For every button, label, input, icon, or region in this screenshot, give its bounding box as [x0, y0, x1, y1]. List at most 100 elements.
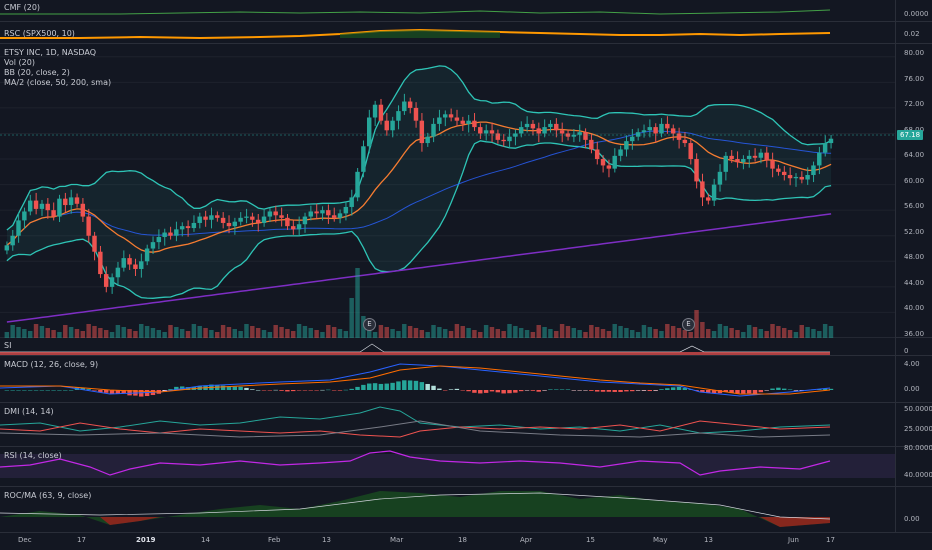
candle-body — [554, 123, 559, 131]
volume-bar — [518, 328, 524, 338]
rsc-pane[interactable]: RSC (SPX500, 10) 0.02 — [0, 22, 932, 44]
macd-hist-bar — [109, 390, 115, 394]
cmf-pane[interactable]: CMF (20) 0.0000 — [0, 0, 932, 22]
candle-body — [682, 139, 688, 144]
candle-body — [226, 222, 232, 227]
x-tick: 15 — [586, 536, 595, 544]
macd-hist-bar — [758, 390, 764, 393]
volume-bar — [665, 324, 670, 338]
volume-bar — [80, 331, 86, 338]
volume-bar — [676, 328, 682, 338]
candle-body — [518, 127, 524, 134]
candle-body — [583, 132, 588, 140]
candle-body — [787, 175, 793, 179]
price-chart[interactable] — [0, 44, 895, 338]
macd-hist-bar — [822, 388, 828, 390]
roc-tick: 0.00 — [904, 515, 920, 523]
macd-hist-bar — [226, 386, 232, 390]
volume-bar — [799, 325, 804, 338]
volume-bar — [127, 329, 132, 338]
candle-body — [115, 267, 121, 278]
volume-bar — [144, 326, 150, 338]
macd-pane[interactable]: MACD (12, 26, close, 9) 4.00 0.00 — [0, 356, 932, 403]
macd-hist-bar — [647, 390, 653, 392]
volume-bar — [51, 330, 56, 338]
si-pane[interactable]: SI 0 — [0, 338, 932, 356]
candle-body — [308, 211, 313, 217]
candle-body — [612, 155, 617, 169]
candle-body — [565, 133, 571, 137]
symbol-label[interactable]: ETSY INC, 1D, NASDAQ — [4, 48, 96, 57]
volume-bar — [179, 329, 185, 338]
candle-body — [191, 222, 197, 229]
volume-bar — [735, 330, 740, 338]
price-pane[interactable]: ETSY INC, 1D, NASDAQ Vol (20) BB (20, cl… — [0, 44, 932, 338]
macd-hist-bar — [442, 390, 448, 391]
price-tick: 76.00 — [904, 75, 925, 83]
macd-hist-bar — [232, 386, 238, 390]
volume-bar — [688, 332, 693, 338]
macd-axis[interactable]: 4.00 0.00 — [895, 356, 932, 402]
macd-hist-bar — [489, 390, 495, 392]
cmf-label: CMF (20) — [4, 3, 41, 12]
candle-body — [80, 203, 86, 217]
volume-bar — [396, 331, 401, 338]
macd-hist-bar — [478, 390, 483, 394]
candle-body — [255, 219, 261, 223]
rsi-pane[interactable]: RSI (14, close) 80.0000 40.0000 — [0, 444, 932, 487]
dmi-axis[interactable]: 50.0000 25.0000 — [895, 403, 932, 446]
volume-bar — [524, 330, 530, 338]
roc-pane[interactable]: ROC/MA (63, 9, close) 0.00 — [0, 487, 932, 533]
dmi-pane[interactable]: DMI (14, 14) 50.0000 25.0000 — [0, 403, 932, 447]
rsc-price-axis[interactable]: 0.02 — [895, 22, 932, 43]
volume-bar — [776, 326, 781, 338]
volume-bar — [554, 331, 559, 338]
earnings-marker[interactable]: E — [363, 318, 376, 331]
macd-hist-bar — [618, 390, 623, 392]
macd-histogram — [4, 380, 834, 397]
volume-bar — [244, 324, 249, 338]
macd-hist-bar — [285, 390, 290, 392]
candle-body — [764, 152, 769, 161]
volume-bar — [326, 325, 331, 338]
volume-bar — [4, 332, 10, 338]
candle-body — [232, 221, 238, 227]
volume-bar — [255, 328, 261, 338]
rsi-axis[interactable]: 80.0000 40.0000 — [895, 444, 932, 486]
candle-body — [127, 258, 132, 265]
volume-bar — [220, 325, 226, 338]
time-axis[interactable]: Dec 17 2019 14 Feb 13 Mar 18 Apr 15 May … — [0, 533, 932, 550]
candle-body — [279, 215, 284, 218]
volume-bar — [419, 330, 425, 338]
macd-hist-bar — [16, 390, 21, 391]
macd-hist-bar — [799, 390, 804, 391]
macd-plot — [0, 363, 834, 397]
si-axis[interactable]: 0 — [895, 338, 932, 355]
volume-bar — [197, 326, 202, 338]
candles — [4, 93, 834, 294]
cmf-price-axis[interactable]: 0.0000 — [895, 0, 932, 21]
volume-bar — [594, 327, 600, 338]
candle-body — [326, 210, 331, 216]
volume-bar — [612, 324, 617, 338]
macd-hist-bar — [103, 390, 109, 393]
macd-hist-bar — [594, 390, 600, 392]
overlay-label-vol[interactable]: Vol (20) — [4, 58, 35, 67]
candle-body — [589, 139, 594, 150]
overlay-label-bb[interactable]: BB (20, close, 2) — [4, 68, 70, 77]
overlay-label-ma[interactable]: MA/2 (close, 50, 200, sma) — [4, 78, 112, 87]
volume-bar — [641, 325, 647, 338]
candle-body — [337, 213, 343, 218]
volume-bar — [402, 324, 407, 338]
candle-body — [139, 261, 144, 269]
candle-body — [688, 143, 693, 160]
macd-hist-bar — [238, 386, 243, 390]
macd-hist-bar — [431, 385, 436, 390]
earnings-marker[interactable]: E — [682, 318, 695, 331]
x-tick: Feb — [268, 536, 281, 544]
macd-hist-bar — [291, 390, 296, 392]
macd-hist-bar — [781, 388, 787, 390]
roc-axis[interactable]: 0.00 — [895, 487, 932, 532]
price-axis[interactable]: 80.00 76.00 72.00 68.00 64.00 60.00 56.0… — [895, 44, 932, 338]
si-label: SI — [4, 341, 12, 350]
